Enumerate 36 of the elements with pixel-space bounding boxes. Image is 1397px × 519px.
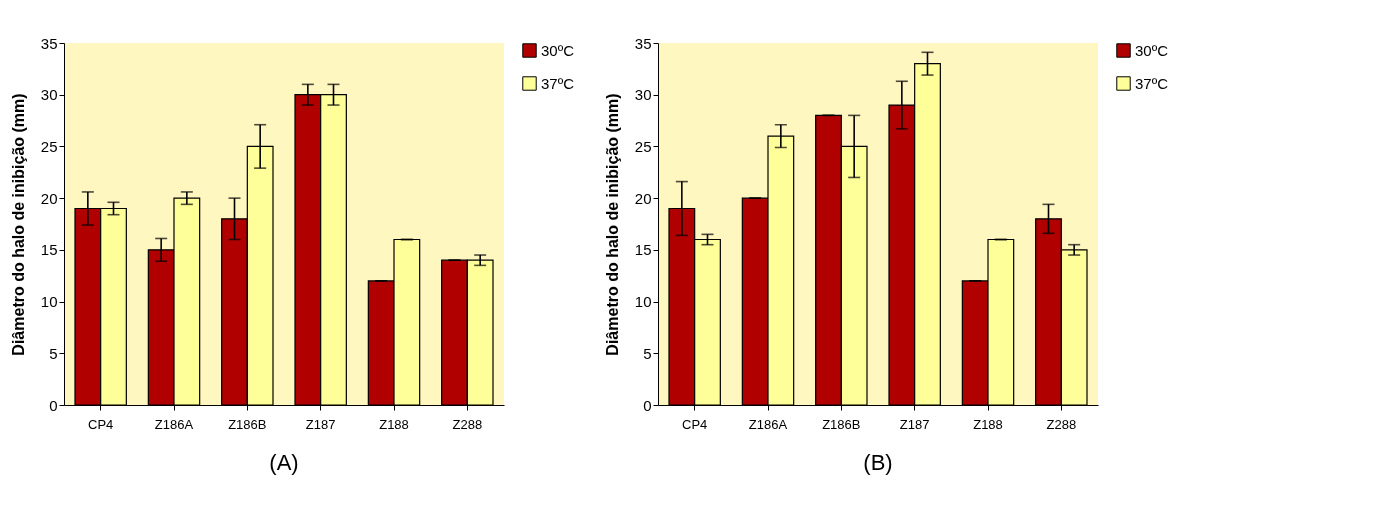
y-tick-label: 0 xyxy=(49,396,58,414)
x-tick-label: Z186A xyxy=(748,416,788,432)
y-axis-title: Diâmetro do halo de inibição (mm) xyxy=(603,93,621,356)
x-tick-label: Z186B xyxy=(228,416,267,432)
y-axis-title: Diâmetro do halo de inibição (mm) xyxy=(9,93,27,356)
x-tick-label: Z187 xyxy=(899,416,930,432)
x-tick-label: Z188 xyxy=(379,416,409,432)
x-tick-label: CP4 xyxy=(682,416,708,432)
legend-label: 37ºC xyxy=(1135,74,1169,92)
y-tick-label: 15 xyxy=(634,241,652,259)
legend-label: 37ºC xyxy=(541,74,575,92)
x-tick-label: Z288 xyxy=(452,416,483,432)
text: (A) xyxy=(269,450,299,475)
y-tick-label: 25 xyxy=(40,137,58,155)
y-tick-label: 10 xyxy=(40,293,58,311)
y-tick-label: 30 xyxy=(40,86,58,104)
y-tick-label: 15 xyxy=(40,241,58,259)
y-tick-label: 30 xyxy=(634,86,652,104)
y-tick-label: 25 xyxy=(634,137,652,155)
y-tick-label: 5 xyxy=(49,344,58,362)
y-tick-label: 35 xyxy=(634,34,652,52)
legend-label: 30ºC xyxy=(541,41,575,59)
y-tick-label: 20 xyxy=(634,189,652,207)
legend-label: 30ºC xyxy=(1135,41,1169,59)
x-tick-label: Z188 xyxy=(973,416,1003,432)
text: (B) xyxy=(863,450,893,475)
x-tick-label: Z186B xyxy=(822,416,861,432)
x-tick-label: CP4 xyxy=(88,416,114,432)
y-tick-label: 20 xyxy=(40,189,58,207)
x-tick-label: Z288 xyxy=(1046,416,1077,432)
y-tick-label: 35 xyxy=(40,34,58,52)
y-tick-label: 10 xyxy=(634,293,652,311)
x-tick-label: Z187 xyxy=(305,416,336,432)
y-tick-label: 5 xyxy=(643,344,652,362)
x-tick-label: Z186A xyxy=(154,416,194,432)
y-tick-label: 0 xyxy=(643,396,652,414)
